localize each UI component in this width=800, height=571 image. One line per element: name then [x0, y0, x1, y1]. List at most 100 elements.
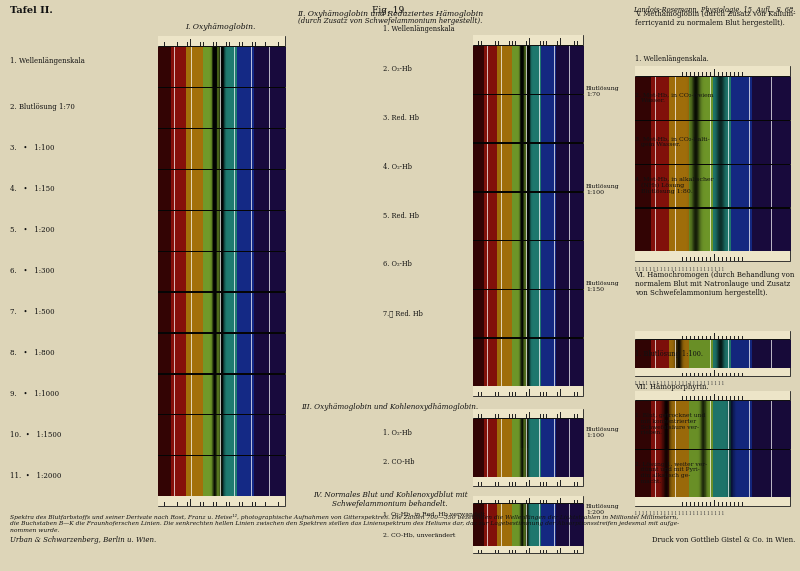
Bar	[744, 401, 745, 448]
Bar	[486, 144, 488, 191]
Bar	[771, 340, 772, 368]
Bar	[706, 401, 707, 448]
Bar	[772, 450, 773, 497]
Text: Landois-Rosemann, Physiologie. 15. Aufl., S. 68.: Landois-Rosemann, Physiologie. 15. Aufl.…	[633, 6, 795, 14]
Bar	[709, 165, 710, 207]
Bar	[734, 121, 735, 163]
Bar	[656, 121, 657, 163]
Bar	[754, 121, 755, 163]
Bar	[174, 456, 175, 496]
Bar	[501, 144, 502, 191]
Bar	[719, 208, 720, 251]
Bar	[759, 450, 760, 497]
Bar	[707, 401, 708, 448]
Bar	[744, 401, 745, 448]
Bar	[650, 208, 651, 251]
Bar	[716, 401, 717, 448]
Bar	[773, 121, 774, 163]
Bar	[775, 77, 776, 120]
Bar	[780, 208, 781, 251]
Bar	[674, 401, 676, 448]
Bar	[665, 450, 666, 497]
Bar	[788, 450, 789, 497]
Text: 1. Wellenlängenskala.: 1. Wellenlängenskala.	[635, 55, 709, 63]
Bar	[710, 401, 711, 448]
Bar	[717, 208, 718, 251]
Bar	[174, 170, 175, 210]
Bar	[659, 450, 660, 497]
Bar	[554, 419, 555, 448]
Bar	[636, 208, 637, 251]
Bar	[691, 165, 692, 207]
Text: VI. Hämochromogen (durch Behandlung von
normalem Blut mit Natronlauge und Zusatz: VI. Hämochromogen (durch Behandlung von …	[635, 271, 794, 297]
Bar	[762, 208, 763, 251]
Bar	[677, 208, 678, 251]
Bar	[777, 208, 778, 251]
Bar	[737, 450, 738, 497]
Bar	[719, 450, 720, 497]
Bar	[473, 496, 583, 503]
Bar	[743, 165, 744, 207]
Bar	[714, 450, 715, 497]
Bar	[644, 165, 645, 207]
Bar	[651, 77, 653, 120]
Bar	[782, 208, 783, 251]
Bar	[656, 450, 657, 497]
Bar	[651, 340, 653, 368]
Bar	[745, 340, 746, 368]
Bar	[753, 165, 754, 207]
Bar	[744, 450, 745, 497]
Bar	[706, 121, 707, 163]
Bar	[749, 401, 750, 448]
Bar	[649, 340, 650, 368]
Bar	[712, 340, 713, 368]
Bar	[673, 450, 674, 497]
Bar	[174, 47, 175, 87]
Bar	[742, 165, 743, 207]
Bar	[769, 401, 770, 448]
Bar	[749, 340, 750, 368]
Bar	[672, 77, 673, 120]
Bar	[674, 340, 676, 368]
Bar	[526, 144, 527, 191]
Bar	[657, 77, 658, 120]
Bar	[773, 450, 774, 497]
Bar	[671, 401, 672, 448]
Bar	[638, 165, 639, 207]
Bar	[683, 121, 684, 163]
Bar	[651, 450, 652, 497]
Bar	[635, 368, 790, 376]
Bar	[724, 121, 725, 163]
Bar	[673, 165, 674, 207]
Bar	[750, 401, 751, 448]
Bar	[251, 129, 253, 168]
Bar	[638, 165, 639, 207]
Bar	[680, 208, 681, 251]
Bar	[770, 165, 771, 207]
Bar	[765, 165, 766, 207]
Bar	[778, 208, 779, 251]
Text: II. Oxyhämoglobin und Reduziertes Hämoglobin: II. Oxyhämoglobin und Reduziertes Hämogl…	[297, 10, 483, 18]
Bar	[688, 77, 690, 120]
Bar	[657, 165, 658, 207]
Bar	[651, 165, 653, 207]
Bar	[766, 165, 767, 207]
Bar	[781, 208, 782, 251]
Bar	[763, 340, 764, 368]
Bar	[774, 208, 775, 251]
Bar	[691, 340, 692, 368]
Bar	[704, 77, 705, 120]
Bar	[637, 165, 638, 207]
Bar	[673, 208, 674, 251]
Bar	[759, 208, 760, 251]
Bar	[669, 450, 670, 497]
Bar	[681, 401, 682, 448]
Bar	[721, 77, 722, 120]
Bar	[677, 450, 678, 497]
Bar	[717, 401, 718, 448]
Bar	[761, 77, 762, 120]
Bar	[768, 208, 769, 251]
Text: l l l l l l l l l l l l l l l l l l l l l l l l l: l l l l l l l l l l l l l l l l l l l l …	[635, 381, 726, 386]
Bar	[635, 331, 790, 376]
Bar	[638, 208, 639, 251]
